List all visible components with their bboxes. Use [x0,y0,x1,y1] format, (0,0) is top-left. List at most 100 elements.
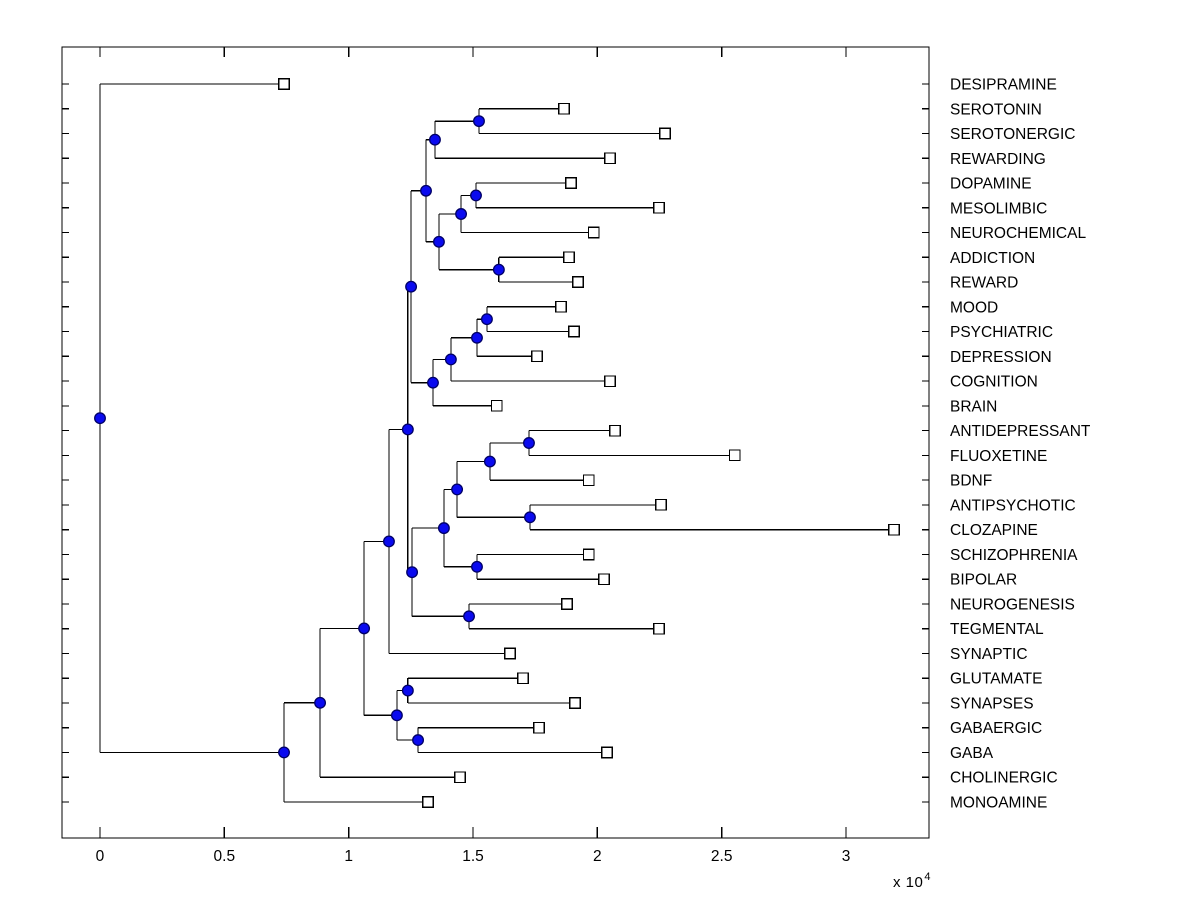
internal-node-marker-n-cholinergic-join [314,696,327,709]
leaf-marker-psychiatric [568,325,580,338]
leaf-marker-serotonergic [659,127,671,140]
leaf-label-addiction: ADDICTION [950,250,1035,267]
leaf-marker-desipramine [278,78,290,90]
leaf-marker-glutamate [517,672,529,685]
leaf-label-serotonergic: SEROTONERGIC [950,126,1075,143]
leaf-label-cholinergic: CHOLINERGIC [950,770,1058,787]
leaf-marker-antidepressant [609,424,621,437]
x-axis-multiplier-exponent: 4 [924,871,931,883]
leaf-marker-dopamine [565,177,577,189]
leaf-label-dopamine: DOPAMINE [950,176,1032,193]
leaf-label-synapses: SYNAPSES [950,695,1034,712]
leaf-marker-mesolimbic [653,201,665,214]
internal-node-marker-root [94,412,106,425]
internal-node-marker-n-monoamine-join [278,746,290,759]
internal-node-marker-n-addiction-reward [492,263,505,276]
leaf-label-bdnf: BDNF [950,473,992,490]
leaf-marker-reward [572,276,584,288]
leaf-label-cognition: COGNITION [950,374,1038,391]
x-axis-tick-label: 2 [593,848,602,865]
x-axis-tick-label: 1 [344,848,353,865]
leaf-label-gaba: GABA [950,745,994,762]
leaf-marker-brain [491,400,503,412]
leaf-label-reward: REWARD [950,275,1018,292]
leaf-marker-addiction [563,251,575,264]
leaf-marker-synaptic [504,647,516,660]
internal-node-marker-n-synaptic-join [383,535,395,548]
leaf-marker-serotonin [558,102,570,115]
leaf-label-monoamine: MONOAMINE [950,794,1047,811]
leaf-label-serotonin: SEROTONIN [950,101,1042,118]
leaf-marker-fluoxetine [729,449,741,462]
internal-node-marker-n-dopa-addiction [432,235,445,248]
x-axis-tick-label: 3 [842,848,851,865]
x-axis-multiplier: x 104 [893,871,931,891]
internal-node-marker-n-upper [405,280,418,293]
internal-node-marker-n-mood-psychiatric [480,313,493,326]
leaf-marker-bipolar [598,573,610,586]
internal-node-marker-n-antidep-bdnf [483,455,496,468]
x-axis-tick-label: 0 [96,848,105,865]
internal-node-marker-n-glutamate-synapses [401,684,414,697]
leaf-marker-synapses [569,697,581,709]
leaf-marker-neurochemical [588,226,600,239]
leaf-marker-depression [531,350,543,363]
internal-node-marker-n-antidepressant-fluoxetine [523,437,535,449]
leaf-marker-schizophrenia [583,548,595,561]
leaf-label-desipramine: DESIPRAMINE [950,77,1057,94]
internal-node-marker-n-dopamine-mesolimbic [470,189,482,202]
leaf-marker-cognition [604,375,616,387]
leaf-label-antipsychotic: ANTIPSYCHOTIC [950,497,1076,514]
internal-node-marker-n-big-join [358,622,371,635]
internal-node-marker-n-gabaergic-gaba [412,734,425,747]
internal-node-marker-n-neurogenesis-tegmental [463,610,475,623]
internal-node-marker-n-serotonin-serotonergic [473,115,485,128]
leaf-marker-antipsychotic [655,499,667,511]
leaf-label-psychiatric: PSYCHIATRIC [950,324,1053,341]
leaf-label-depression: DEPRESSION [950,349,1052,366]
leaf-marker-gabaergic [533,721,545,734]
internal-node-marker-n-serotonin-rewarding [429,133,441,146]
plot-frame [61,46,930,839]
leaf-label-mood: MOOD [950,299,998,316]
internal-node-marker-n-serotonin-dopamine [420,184,432,197]
leaf-label-gabaergic: GABAERGIC [950,720,1042,737]
internal-node-marker-n-transmitters [390,709,403,722]
leaf-label-neurogenesis: NEUROGENESIS [950,596,1075,613]
internal-node-marker-n-mood-depression [471,331,483,344]
internal-node-marker-n-upper-mid [401,423,414,436]
leaf-label-bipolar: BIPOLAR [950,572,1017,589]
internal-node-marker-n-dopa-neurochemical [455,208,468,220]
leaf-marker-cholinergic [454,771,466,784]
leaf-label-neurochemical: NEUROCHEMICAL [950,225,1086,242]
leaf-label-clozapine: CLOZAPINE [950,522,1038,539]
internal-node-marker-n-mood-brain [427,376,439,389]
x-axis-tick-label: 2.5 [711,848,733,865]
leaf-label-synaptic: SYNAPTIC [950,646,1028,663]
leaf-marker-bdnf [583,474,595,486]
leaf-label-antidepressant: ANTIDEPRESSANT [950,423,1091,440]
x-axis-multiplier-base: x 10 [893,874,924,891]
leaf-label-fluoxetine: FLUOXETINE [950,448,1047,465]
leaf-label-tegmental: TEGMENTAL [950,621,1044,638]
internal-node-marker-n-antidep-antipsych [451,483,464,496]
leaf-marker-gaba [601,746,613,759]
leaf-marker-rewarding [604,152,616,165]
leaf-label-schizophrenia: SCHIZOPHRENIA [950,547,1078,564]
internal-node-marker-n-schizophrenia-bipolar [471,560,483,573]
leaf-label-brain: BRAIN [950,398,997,415]
internal-node-marker-n-mid [406,566,419,579]
leaf-label-mesolimbic: MESOLIMBIC [950,200,1047,217]
leaf-marker-monoamine [422,796,434,808]
leaf-marker-clozapine [888,523,900,536]
leaf-marker-tegmental [653,622,665,635]
leaf-label-glutamate: GLUTAMATE [950,671,1042,688]
internal-node-marker-n-antipsychotic-clozapine [524,511,536,524]
x-axis-tick-label: 1.5 [462,848,484,865]
internal-node-marker-n-mood-cognition [444,353,457,366]
x-axis-tick-label: 0.5 [214,848,236,865]
leaf-marker-neurogenesis [561,598,573,610]
leaf-marker-mood [555,300,567,313]
internal-node-marker-n-drug-disorder [437,522,450,535]
